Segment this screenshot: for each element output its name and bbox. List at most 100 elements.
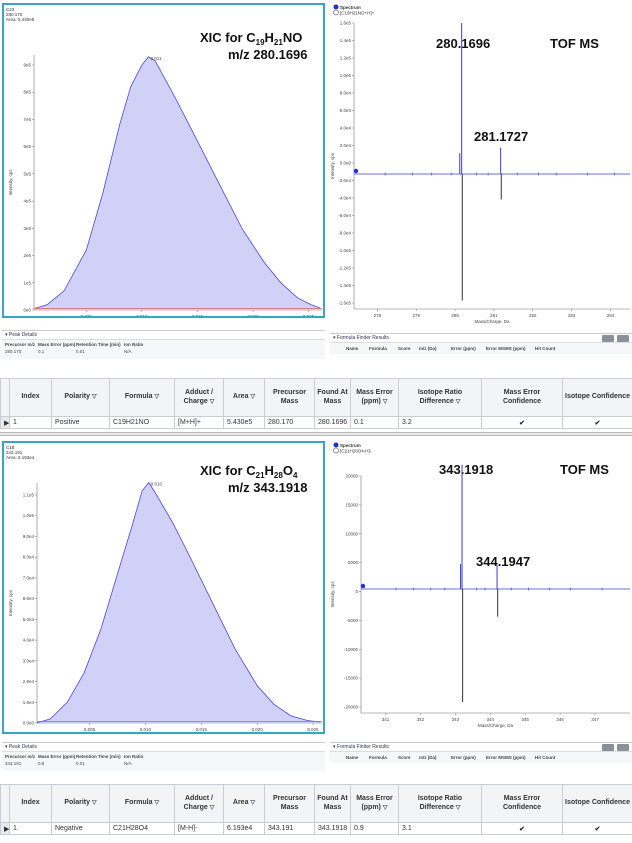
- funnel-icon[interactable]: ▽: [92, 394, 97, 401]
- checkmark-icon: ✔: [562, 416, 632, 429]
- xic-panel-2[interactable]: C18 343.191 Area: 6.193e4 XIC for C21H28O4 m…: [2, 441, 325, 734]
- formula-finder-toggle-2[interactable]: ▾ Formula Finder Results: [330, 743, 632, 751]
- col-area[interactable]: Area ▽: [223, 784, 265, 823]
- spectrum-chart-1[interactable]: Spectrum[C19H21NO+H]+ 280.1696 TOF MS 281.1…: [328, 3, 632, 331]
- row-selector-header: [0, 378, 10, 417]
- xic-title-prefix: XIC for C: [200, 463, 256, 478]
- settings-button-icon[interactable]: [617, 335, 629, 342]
- col-formula[interactable]: Formula ▽: [109, 784, 175, 823]
- row-selector-arrow-icon[interactable]: ▶: [0, 416, 10, 429]
- peak-header: Mass Error (ppm): [38, 754, 76, 759]
- table-row[interactable]: ▶ 1 Positive C19H21NO [M+H]+ 5.430e5 280…: [0, 416, 632, 429]
- peak-header: Retention Time (min): [76, 754, 121, 759]
- x-tick-label: 0.015: [196, 727, 208, 732]
- formula-finder-label: Formula Finder Results: [336, 335, 389, 341]
- ff-header: Error (ppm): [451, 346, 476, 351]
- export-button-icon[interactable]: [602, 335, 614, 342]
- col-adduct[interactable]: Adduct / Charge ▽: [174, 378, 224, 417]
- spectrum-chart-2[interactable]: Spectrum[C21H28O4-H]- 343.1918 TOF MS 344.1…: [328, 441, 632, 741]
- spectrum-panel-1[interactable]: Spectrum [C19H21NO+H]+ 280.1696 TOF MS 281.1…: [328, 3, 632, 331]
- y-tick-label: 6e5: [23, 144, 31, 149]
- col-adduct[interactable]: Adduct / Charge ▽: [174, 784, 224, 823]
- table-header-row: Index Polarity ▽ Formula ▽ Adduct / Charge…: [0, 378, 632, 417]
- x-tick-label: 0.010: [140, 727, 152, 732]
- col-mass-confidence[interactable]: Mass Error Confidence: [481, 378, 563, 417]
- export-button-icon[interactable]: [602, 744, 614, 751]
- peak-value: 343.191: [5, 761, 22, 766]
- checkmark-icon: ✔: [481, 822, 563, 835]
- col-mass-error[interactable]: Mass Error (ppm) ▽: [350, 784, 399, 823]
- x-tick-label: 282: [529, 313, 537, 318]
- funnel-icon[interactable]: ▽: [250, 800, 256, 807]
- col-polarity[interactable]: Polarity ▽: [51, 784, 110, 823]
- xic-panel-1[interactable]: C23 280.170 Area: 5.430e5 XIC for C19H21NO m…: [2, 3, 325, 318]
- row-selector-arrow-icon[interactable]: ▶: [0, 822, 10, 835]
- peak-apex-label: 0.011: [151, 56, 162, 61]
- col-area[interactable]: Area ▽: [223, 378, 265, 417]
- funnel-icon[interactable]: ▽: [154, 800, 160, 807]
- peak-value: 0.01: [76, 761, 85, 766]
- col-formula[interactable]: Formula ▽: [109, 378, 175, 417]
- funnel-icon[interactable]: ▽: [455, 398, 461, 405]
- checkmark-icon: ✔: [481, 416, 563, 429]
- legend-dot-formula: [333, 447, 339, 454]
- y-tick-label: 20000: [345, 474, 358, 479]
- col-index[interactable]: Index: [9, 378, 52, 417]
- tof-ms-label: TOF MS: [560, 462, 609, 477]
- y-tick-label: -1.0e5: [338, 248, 351, 253]
- funnel-icon[interactable]: ▽: [382, 804, 388, 811]
- collapse-triangle-icon: ▾: [5, 332, 8, 338]
- col-found[interactable]: Found At Mass: [314, 378, 351, 417]
- funnel-icon[interactable]: ▽: [382, 398, 388, 405]
- y-tick-label: 7.0e4: [23, 575, 35, 580]
- funnel-icon[interactable]: ▽: [154, 394, 160, 401]
- spectrum-panel-2[interactable]: Spectrum [C21H28O4-H]- 343.1918 TOF MS 344.1…: [328, 441, 632, 741]
- col-polarity[interactable]: Polarity ▽: [51, 378, 110, 417]
- cell-mass-error: 0.1: [350, 416, 399, 429]
- funnel-icon[interactable]: ▽: [209, 398, 215, 405]
- peak-value: 0.01: [76, 349, 85, 354]
- col-isotope-confidence[interactable]: Isotope Confidence: [562, 378, 632, 417]
- col-found[interactable]: Found At Mass: [314, 784, 351, 823]
- x-tick-label: 284: [607, 313, 615, 318]
- col-isotope-diff[interactable]: Isotope Ratio Difference ▽: [398, 784, 482, 823]
- col-isotope-diff[interactable]: Isotope Ratio Difference ▽: [398, 378, 482, 417]
- x-tick-label: 0.025: [303, 314, 315, 316]
- funnel-icon[interactable]: ▽: [92, 800, 97, 807]
- table-row[interactable]: ▶ 1 Negative C21H28O4 [M-H]- 6.193e4 343…: [0, 822, 632, 835]
- funnel-icon[interactable]: ▽: [209, 804, 215, 811]
- y-tick-label: 15000: [345, 502, 358, 507]
- legend-dot-spectrum: [333, 442, 339, 448]
- col-mass-error[interactable]: Mass Error (ppm) ▽: [350, 378, 399, 417]
- x-tick-label: 344: [487, 717, 495, 722]
- y-tick-label: 5e5: [23, 171, 31, 176]
- settings-button-icon[interactable]: [617, 744, 629, 751]
- x-tick-label: 343: [452, 717, 460, 722]
- peak-details-toggle-1[interactable]: ▾ Peak Details: [2, 331, 325, 339]
- formula-finder-toggle-1[interactable]: ▾ Formula Finder Results: [330, 334, 632, 342]
- col-precursor[interactable]: Precursor Mass: [264, 784, 315, 823]
- funnel-icon[interactable]: ▽: [250, 394, 256, 401]
- y-axis-title: Intensity, cps: [8, 169, 13, 196]
- y-tick-label: 4e5: [23, 199, 31, 204]
- y-tick-label: 0.0e0: [23, 721, 35, 726]
- formula-subscript: 21: [274, 38, 283, 47]
- cell-isotope-diff: 3.1: [398, 822, 482, 835]
- funnel-icon[interactable]: ▽: [455, 804, 461, 811]
- x-tick-label: 345: [521, 717, 529, 722]
- formula-finder-section-1: ▾ Formula Finder Results Name Formula Sc…: [330, 333, 632, 370]
- col-isotope-confidence[interactable]: Isotope Confidence: [562, 784, 632, 823]
- main-peak-label: 343.1918: [439, 462, 493, 477]
- y-tick-label: -10000: [344, 647, 359, 652]
- x-axis-title: Mass/Charge, Da: [474, 319, 510, 324]
- collapse-triangle-icon: ▾: [5, 744, 8, 750]
- xic-peak-area: [37, 482, 320, 723]
- cell-formula: C19H21NO: [109, 416, 175, 429]
- peak-details-toggle-2[interactable]: ▾ Peak Details: [2, 743, 325, 751]
- col-index[interactable]: Index: [9, 784, 52, 823]
- col-mass-confidence[interactable]: Mass Error Confidence: [481, 784, 563, 823]
- cell-adduct: [M+H]+: [174, 416, 224, 429]
- col-precursor[interactable]: Precursor Mass: [264, 378, 315, 417]
